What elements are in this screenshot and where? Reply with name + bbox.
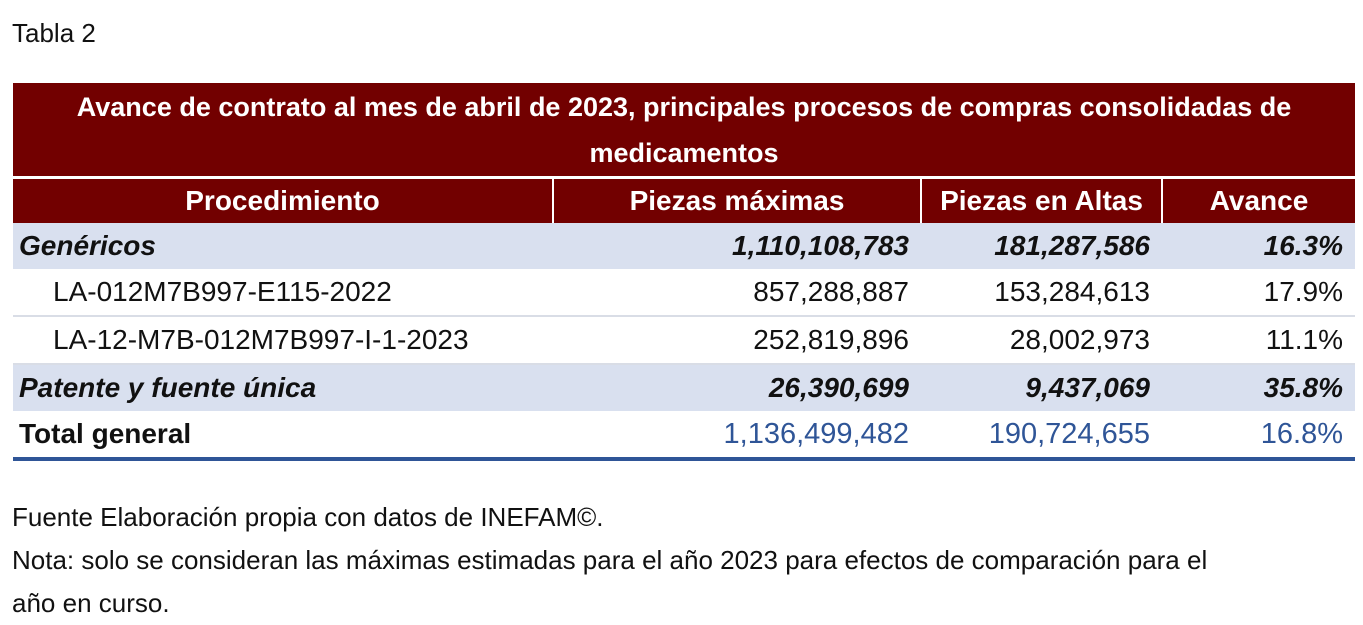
table-row-total: Total general 1,136,499,482 190,724,655 … <box>13 411 1356 461</box>
source-note: Fuente Elaboración propia con datos de I… <box>12 502 604 532</box>
cell-piezas-altas: 28,002,973 <box>921 316 1162 365</box>
table-row: LA-012M7B997-E115-2022 857,288,887 153,2… <box>13 269 1356 317</box>
column-header-piezas-altas: Piezas en Altas <box>921 177 1163 223</box>
table-title: Avance de contrato al mes de abril de 20… <box>13 83 1356 179</box>
column-header-avance: Avance <box>1162 177 1356 223</box>
table-row: LA-12-M7B-012M7B997-I-1-2023 252,819,896… <box>13 316 1356 365</box>
cell-avance: 35.8% <box>1162 364 1356 411</box>
cell-piezas-altas: 9,437,069 <box>921 364 1162 411</box>
cell-piezas-maximas: 252,819,896 <box>553 316 921 365</box>
column-header-piezas-maximas: Piezas máximas <box>553 177 922 223</box>
table-caption: Tabla 2 <box>12 18 96 48</box>
cell-piezas-maximas: 1,110,108,783 <box>553 223 921 269</box>
cell-procedimiento: LA-012M7B997-E115-2022 <box>13 269 553 317</box>
footnote: Nota: solo se consideran las máximas est… <box>12 545 1208 618</box>
table-row-patente: Patente y fuente única 26,390,699 9,437,… <box>13 364 1356 411</box>
cell-piezas-maximas: 1,136,499,482 <box>553 411 921 461</box>
cell-procedimiento: Patente y fuente única <box>13 364 553 411</box>
cell-avance: 16.8% <box>1162 411 1356 461</box>
cell-procedimiento: LA-12-M7B-012M7B997-I-1-2023 <box>13 316 553 365</box>
cell-piezas-altas: 181,287,586 <box>921 223 1162 269</box>
cell-procedimiento: Genéricos <box>13 223 553 269</box>
cell-avance: 16.3% <box>1162 223 1356 269</box>
cell-avance: 17.9% <box>1162 269 1356 317</box>
contract-progress-table: Avance de contrato al mes de abril de 20… <box>13 83 1356 461</box>
cell-piezas-altas: 153,284,613 <box>921 269 1162 317</box>
cell-piezas-maximas: 26,390,699 <box>553 364 921 411</box>
cell-piezas-maximas: 857,288,887 <box>553 269 921 317</box>
cell-piezas-altas: 190,724,655 <box>921 411 1162 461</box>
table-row-genericos: Genéricos 1,110,108,783 181,287,586 16.3… <box>13 223 1356 269</box>
column-header-procedimiento: Procedimiento <box>13 177 554 223</box>
notes: Fuente Elaboración propia con datos de I… <box>12 496 1252 625</box>
cell-avance: 11.1% <box>1162 316 1356 365</box>
cell-procedimiento: Total general <box>13 411 553 461</box>
